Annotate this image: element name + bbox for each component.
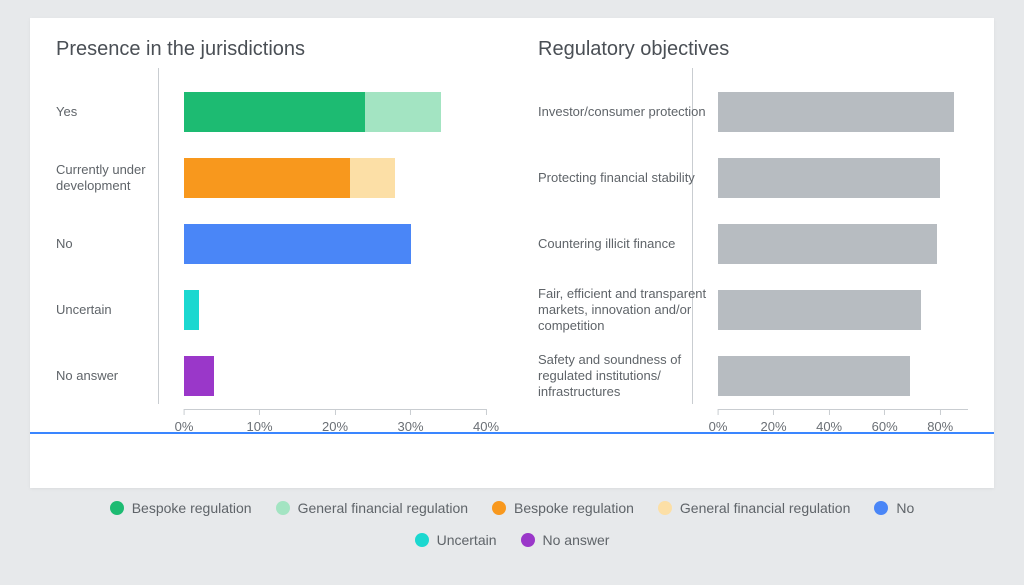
- axis-tick: 0%: [175, 409, 194, 434]
- legend-row: Uncertain No answer: [30, 532, 994, 550]
- legend-label: Bespoke regulation: [514, 500, 634, 516]
- legend-item: Bespoke regulation: [492, 500, 634, 516]
- bar-stack: [718, 158, 968, 198]
- right-rows: Investor/consumer protection Protecting f…: [538, 79, 968, 409]
- bar-area: [184, 145, 486, 211]
- bar-segment: [718, 158, 940, 198]
- legend-dot-icon: [110, 501, 124, 515]
- legend-dot-icon: [658, 501, 672, 515]
- table-row: No: [56, 211, 486, 277]
- bar-stack: [184, 92, 486, 132]
- table-row: Safety and soundness of regulated instit…: [538, 343, 968, 409]
- axis-tick: 80%: [927, 409, 953, 434]
- bar-area: [718, 145, 968, 211]
- left-panel: Presence in the jurisdictions Yes Current…: [30, 18, 512, 438]
- table-row: Investor/consumer protection: [538, 79, 968, 145]
- legend-item: Bespoke regulation: [110, 500, 252, 516]
- bar-stack: [718, 290, 968, 330]
- legend-row: Bespoke regulation General financial regu…: [30, 500, 994, 518]
- table-row: Protecting financial stability: [538, 145, 968, 211]
- bar-area: [184, 343, 486, 409]
- row-label: Fair, efficient and transparent markets,…: [538, 286, 718, 335]
- bar-area: [718, 277, 968, 343]
- legend-item: No answer: [521, 532, 610, 548]
- bar-stack: [718, 356, 968, 396]
- legend-label: General financial regulation: [680, 500, 850, 516]
- bar-segment: [184, 224, 411, 264]
- legend-label: General financial regulation: [298, 500, 468, 516]
- legend-item: General financial regulation: [276, 500, 468, 516]
- legend-dot-icon: [276, 501, 290, 515]
- bar-stack: [184, 290, 486, 330]
- legend-item: General financial regulation: [658, 500, 850, 516]
- axis-tick: 40%: [816, 409, 842, 434]
- table-row: Currently under development: [56, 145, 486, 211]
- bar-stack: [718, 224, 968, 264]
- legend-item: No: [874, 500, 914, 516]
- bar-segment: [184, 92, 365, 132]
- table-row: Uncertain: [56, 277, 486, 343]
- axis-tick: 20%: [761, 409, 787, 434]
- legend-label: Uncertain: [437, 532, 497, 548]
- table-row: No answer: [56, 343, 486, 409]
- row-label: Yes: [56, 104, 184, 120]
- legend-dot-icon: [415, 533, 429, 547]
- axis-tick: 40%: [473, 409, 499, 434]
- left-rows: Yes Currently under development No Uncertai…: [56, 79, 486, 409]
- legend-item: Uncertain: [415, 532, 497, 548]
- table-row: Yes: [56, 79, 486, 145]
- right-panel: Regulatory objectives Investor/consumer …: [512, 18, 994, 438]
- axis-tick: 30%: [397, 409, 423, 434]
- row-label: Countering illicit finance: [538, 236, 718, 252]
- axis-tick: 20%: [322, 409, 348, 434]
- bar-segment: [718, 356, 910, 396]
- axis-tick: 60%: [872, 409, 898, 434]
- row-label: Uncertain: [56, 302, 184, 318]
- bar-area: [718, 343, 968, 409]
- bar-stack: [184, 224, 486, 264]
- right-axis: 0%20%40%60%80%: [718, 409, 968, 443]
- axis-tick: 0%: [709, 409, 728, 434]
- row-label: No: [56, 236, 184, 252]
- legend-label: Bespoke regulation: [132, 500, 252, 516]
- bar-stack: [184, 158, 486, 198]
- legend-dot-icon: [874, 501, 888, 515]
- legend-label: No: [896, 500, 914, 516]
- bar-area: [718, 79, 968, 145]
- bar-area: [184, 211, 486, 277]
- table-row: Countering illicit finance: [538, 211, 968, 277]
- bar-segment: [365, 92, 441, 132]
- row-label: Investor/consumer protection: [538, 104, 718, 120]
- row-label: Protecting financial stability: [538, 170, 718, 186]
- chart-card: Presence in the jurisdictions Yes Current…: [30, 18, 994, 488]
- bar-area: [718, 211, 968, 277]
- legend: Bespoke regulation General financial regu…: [30, 500, 994, 564]
- bar-segment: [718, 290, 921, 330]
- bar-segment: [184, 356, 214, 396]
- bar-segment: [718, 92, 954, 132]
- legend-label: No answer: [543, 532, 610, 548]
- right-chart-title: Regulatory objectives: [538, 38, 968, 61]
- bar-segment: [184, 158, 350, 198]
- bar-area: [184, 79, 486, 145]
- bar-segment: [350, 158, 395, 198]
- legend-dot-icon: [521, 533, 535, 547]
- charts-row: Presence in the jurisdictions Yes Current…: [30, 18, 994, 438]
- row-label: Currently under development: [56, 162, 184, 195]
- axis-tick: 10%: [246, 409, 272, 434]
- row-label: No answer: [56, 368, 184, 384]
- table-row: Fair, efficient and transparent markets,…: [538, 277, 968, 343]
- bar-stack: [718, 92, 968, 132]
- divider-line: [30, 432, 994, 434]
- left-axis: 0%10%20%30%40%: [184, 409, 486, 443]
- bar-segment: [184, 290, 199, 330]
- legend-dot-icon: [492, 501, 506, 515]
- bar-segment: [718, 224, 937, 264]
- left-chart-title: Presence in the jurisdictions: [56, 38, 486, 61]
- row-label: Safety and soundness of regulated instit…: [538, 352, 718, 401]
- bar-area: [184, 277, 486, 343]
- bar-stack: [184, 356, 486, 396]
